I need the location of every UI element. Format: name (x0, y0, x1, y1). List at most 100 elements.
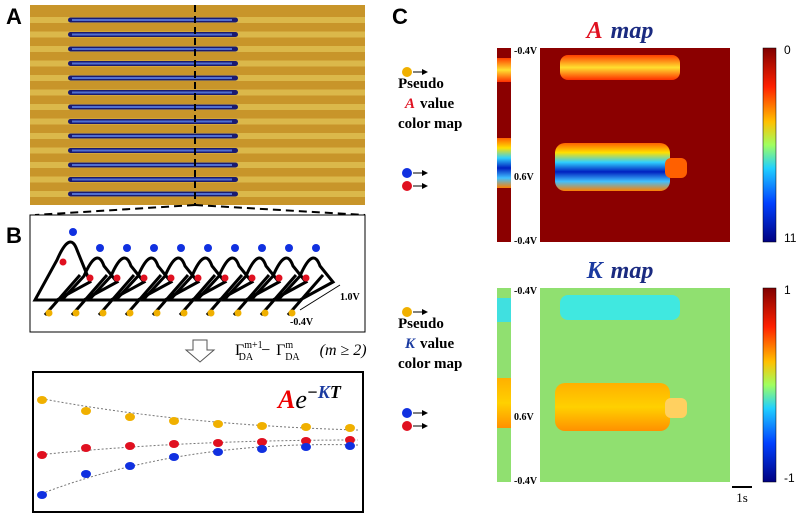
dot (285, 244, 293, 252)
pseudo-strip (497, 378, 511, 428)
down-arrow (184, 339, 216, 363)
dot (72, 309, 80, 317)
pseudo-symbol: A (404, 96, 415, 112)
fit-curve (37, 439, 359, 456)
streak (72, 164, 232, 166)
dot (96, 244, 104, 252)
voltage-label: -0.4V (514, 286, 538, 297)
scale-line (299, 284, 341, 311)
title-symbol: A (585, 18, 603, 44)
fit-part: A (276, 385, 295, 414)
fit-part: K (317, 382, 332, 402)
voltage-label: -0.4V (514, 476, 538, 487)
dot (69, 228, 77, 236)
streak (72, 91, 232, 94)
marker-dot (402, 67, 412, 77)
dot (345, 424, 355, 432)
dot (248, 274, 256, 282)
dot (59, 258, 67, 266)
formula-part: (m ≥ 2) (320, 342, 367, 359)
colorbar-tick: -1 (784, 471, 795, 485)
map-blob (555, 383, 670, 431)
cv-loop (58, 256, 120, 316)
pseudo-word: value (420, 336, 455, 352)
formula: Γm+1 DA − Γm DA (m ≥ 2) (235, 340, 367, 363)
dot (113, 274, 121, 282)
title-symbol: K (586, 258, 605, 284)
pseudo-symbol: K (404, 336, 416, 352)
formula-part: m+1 (244, 340, 262, 351)
dot (312, 244, 320, 252)
streak (72, 33, 232, 36)
dot (207, 309, 215, 317)
fit-dots (37, 396, 359, 499)
dot (177, 244, 185, 252)
panel-label: C (392, 4, 408, 29)
formula-part: − (261, 342, 270, 359)
dot (81, 444, 91, 452)
dot (213, 420, 223, 428)
dot (86, 274, 94, 282)
pseudo-strip (497, 138, 511, 188)
map-band (560, 55, 680, 80)
streak (72, 120, 232, 123)
pseudo-word: value (420, 96, 455, 112)
cv-curves (32, 228, 336, 317)
panel-label: A (6, 4, 22, 29)
voltage-label: -0.4V (514, 236, 538, 247)
formula-part: Γ (235, 342, 244, 359)
dot (169, 453, 179, 461)
cv-loop (193, 256, 255, 316)
cv-box (29, 214, 366, 333)
cv-loop (220, 256, 282, 316)
pseudo-strip (497, 58, 511, 82)
cv-loop (85, 256, 147, 316)
cv-loop (139, 256, 201, 316)
dot (153, 309, 161, 317)
dot (257, 438, 267, 446)
scale-label: -0.4V (290, 317, 314, 328)
marker-dot (402, 421, 412, 431)
title-word: map (611, 258, 654, 284)
dot (81, 470, 91, 478)
colorbar (762, 287, 777, 483)
dot (194, 274, 202, 282)
marker-dot (402, 168, 412, 178)
marker-dot (402, 408, 412, 418)
colorbar (762, 47, 777, 243)
time-label: 1s (736, 490, 748, 505)
fit-part: − (307, 382, 318, 402)
cv-loop (166, 256, 228, 316)
fit-curve (37, 397, 359, 431)
dot (126, 309, 134, 317)
streak (72, 77, 232, 79)
dot (288, 309, 296, 317)
formula-part: Γ (276, 342, 285, 359)
streak (72, 135, 232, 137)
dot (257, 422, 267, 430)
cv-loop (274, 256, 336, 316)
formula-part: DA (239, 352, 254, 363)
dot (37, 451, 47, 459)
dot (140, 274, 148, 282)
streak (72, 149, 232, 152)
pseudo-label: color map (398, 116, 462, 132)
pseudo-label: Pseudo (398, 76, 444, 92)
streak (72, 193, 232, 195)
dot (213, 448, 223, 456)
dot (301, 437, 311, 445)
dot (213, 439, 223, 447)
streak (72, 106, 232, 108)
streak (72, 19, 232, 21)
pseudo-label: color map (398, 356, 462, 372)
map-tail (665, 398, 687, 418)
streak (72, 178, 232, 181)
map-blob (555, 143, 670, 191)
dot (99, 309, 107, 317)
dot (123, 244, 131, 252)
